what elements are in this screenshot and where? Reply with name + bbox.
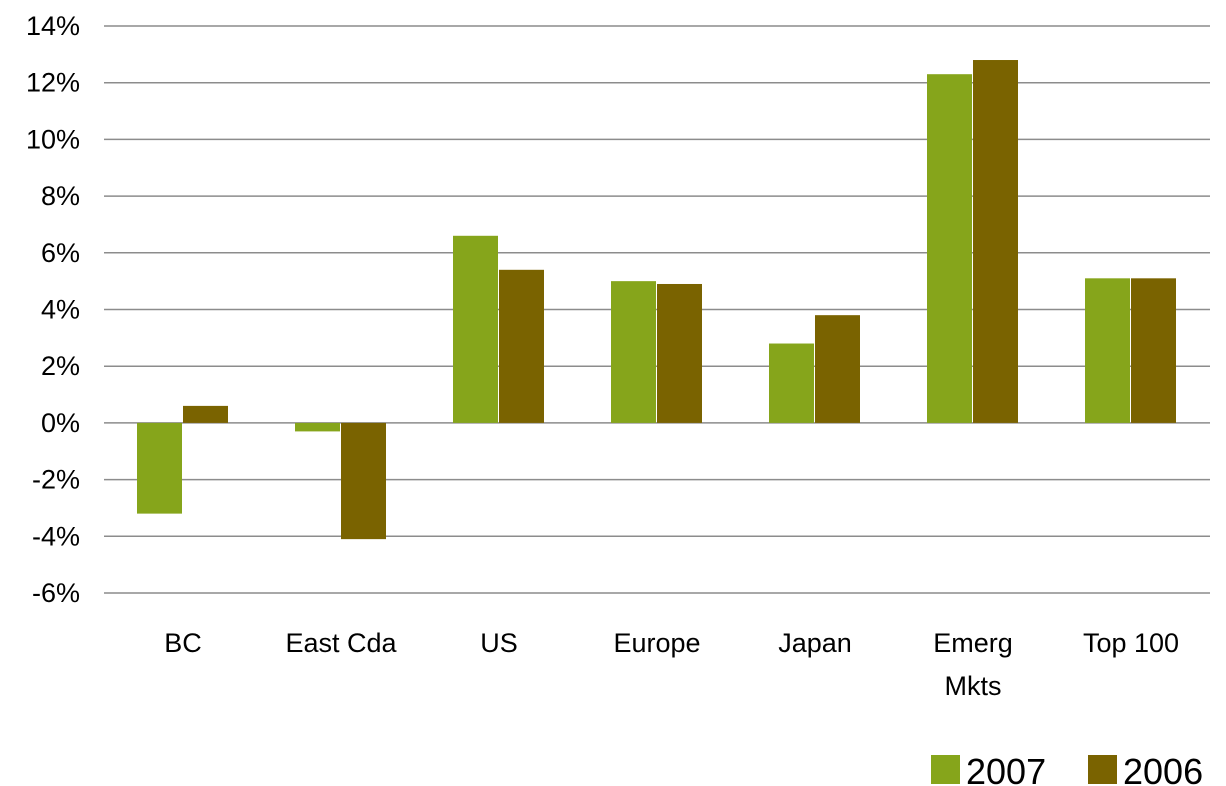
bar-2006-us (499, 269, 544, 423)
legend-label-2007: 2007 (966, 751, 1046, 786)
legend: 2007 2006 (931, 751, 1203, 786)
y-tick-label: 4% (41, 295, 80, 325)
bar-2006-emerg-mkts (973, 60, 1018, 423)
x-category-label: Mkts (945, 671, 1002, 701)
bar-2007-east-cda (295, 422, 340, 432)
y-tick-label: -6% (32, 578, 80, 608)
x-category-label: Japan (778, 628, 852, 658)
y-tick-label: 8% (41, 181, 80, 211)
legend-label-2006: 2006 (1123, 751, 1203, 786)
bar-2007-emerg-mkts (927, 74, 972, 423)
x-category-label: Emerg (933, 628, 1013, 658)
x-category-label: East Cda (285, 628, 397, 658)
y-axis-tick-labels: 14% 12% 10% 8% 6% 4% 2% 0% -2% -4% -6% (26, 11, 80, 608)
legend-swatch-2006 (1088, 755, 1117, 784)
x-category-label: BC (164, 628, 202, 658)
y-tick-label: 2% (41, 351, 80, 381)
y-tick-label: -4% (32, 521, 80, 551)
bar-2007-bc (137, 422, 182, 514)
bar-2006-bc (183, 405, 228, 423)
bar-2007-top-100 (1085, 278, 1130, 423)
y-tick-label: 6% (41, 238, 80, 268)
bars (137, 60, 1176, 540)
x-category-label: US (480, 628, 518, 658)
bar-2006-top-100 (1131, 278, 1176, 423)
bar-2007-us (453, 235, 498, 423)
x-axis-category-labels: BC East Cda US Europe Japan Emerg Mkts Top 100 (164, 628, 1179, 701)
bar-2007-japan (769, 343, 814, 423)
y-tick-label: 14% (26, 11, 80, 41)
bar-2007-europe (611, 281, 656, 423)
x-category-label: Top 100 (1083, 628, 1179, 658)
bar-2006-east-cda (341, 422, 386, 540)
bar-2006-europe (657, 283, 702, 423)
bar-2006-japan (815, 315, 860, 423)
y-tick-label: -2% (32, 465, 80, 495)
x-category-label: Europe (613, 628, 700, 658)
y-tick-label: 10% (26, 124, 80, 154)
y-tick-label: 0% (41, 408, 80, 438)
y-tick-label: 12% (26, 68, 80, 98)
legend-swatch-2007 (931, 755, 960, 784)
